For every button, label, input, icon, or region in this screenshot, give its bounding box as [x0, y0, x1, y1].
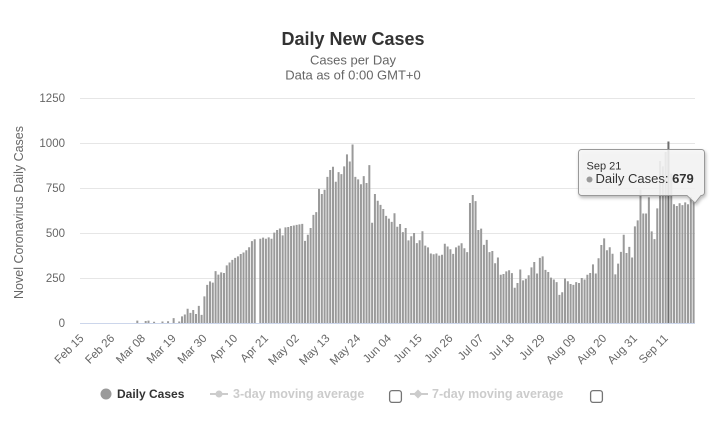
- svg-text:1000: 1000: [39, 138, 65, 150]
- svg-text:750: 750: [46, 183, 65, 195]
- svg-text:7-day moving average: 7-day moving average: [432, 387, 563, 401]
- svg-text:Daily Cases: Daily Cases: [117, 387, 185, 401]
- svg-text:500: 500: [46, 228, 65, 240]
- svg-text:Sep 21: Sep 21: [587, 161, 622, 173]
- svg-text:3-day moving average: 3-day moving average: [233, 387, 364, 401]
- svg-text:0: 0: [59, 318, 65, 330]
- svg-text:Cases per Day: Cases per Day: [310, 53, 396, 68]
- svg-text:Daily Cases: 679: Daily Cases: 679: [596, 171, 694, 186]
- svg-text:250: 250: [46, 273, 65, 285]
- svg-text:1250: 1250: [39, 93, 65, 105]
- svg-text:Novel Coronavirus Daily Cases: Novel Coronavirus Daily Cases: [12, 126, 26, 299]
- svg-text:Daily New Cases: Daily New Cases: [281, 29, 424, 49]
- svg-text:Data as of 0:00 GMT+0: Data as of 0:00 GMT+0: [285, 68, 420, 83]
